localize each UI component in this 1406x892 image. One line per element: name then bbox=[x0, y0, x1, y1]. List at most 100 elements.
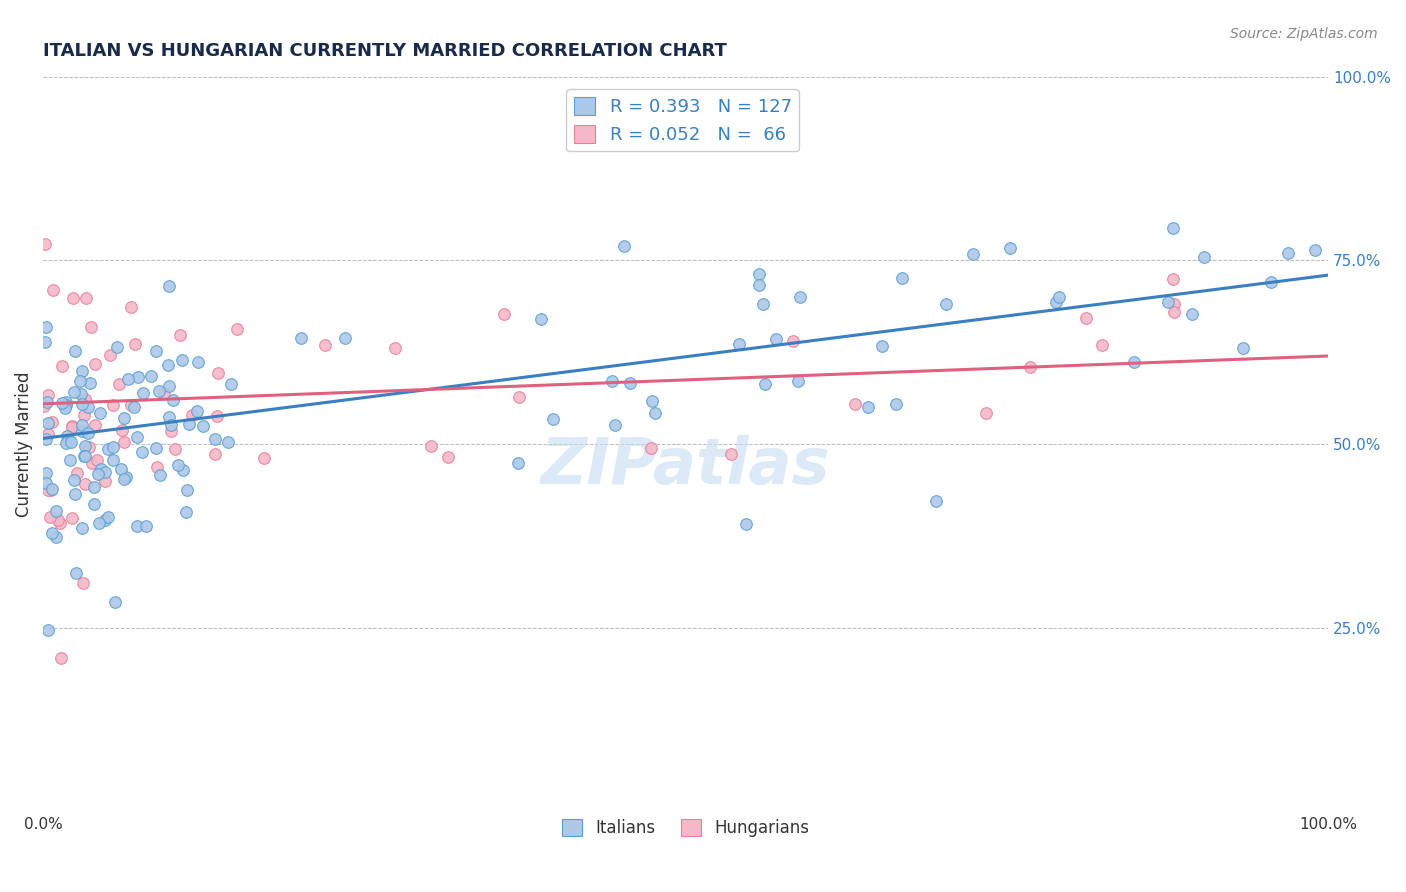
Point bbox=[35, 432, 58, 446]
Point bbox=[73, 409, 96, 423]
Point bbox=[56, 429, 79, 443]
Point bbox=[65, 566, 87, 580]
Legend: Italians, Hungarians: Italians, Hungarians bbox=[555, 813, 815, 844]
Point bbox=[157, 279, 180, 293]
Point bbox=[204, 432, 226, 446]
Point bbox=[226, 322, 249, 336]
Point bbox=[1192, 250, 1215, 264]
Point bbox=[162, 393, 184, 408]
Point bbox=[112, 411, 135, 425]
Point bbox=[181, 408, 204, 422]
Point bbox=[290, 331, 312, 345]
Point bbox=[41, 482, 63, 496]
Point bbox=[70, 387, 93, 401]
Point bbox=[1232, 341, 1254, 355]
Point bbox=[101, 441, 124, 455]
Point bbox=[157, 410, 180, 425]
Point bbox=[641, 394, 664, 409]
Point bbox=[494, 308, 516, 322]
Point bbox=[436, 450, 458, 464]
Point bbox=[72, 575, 94, 590]
Point bbox=[111, 423, 134, 437]
Point bbox=[187, 354, 209, 368]
Point bbox=[101, 398, 124, 412]
Point bbox=[149, 468, 172, 483]
Point bbox=[384, 341, 406, 355]
Point bbox=[727, 337, 749, 351]
Point bbox=[94, 475, 117, 489]
Point bbox=[891, 271, 914, 285]
Point bbox=[752, 297, 775, 311]
Point bbox=[177, 417, 200, 431]
Point bbox=[55, 436, 77, 450]
Point bbox=[60, 419, 83, 434]
Point bbox=[35, 319, 58, 334]
Point bbox=[122, 401, 145, 415]
Text: ITALIAN VS HUNGARIAN CURRENTLY MARRIED CORRELATION CHART: ITALIAN VS HUNGARIAN CURRENTLY MARRIED C… bbox=[44, 42, 727, 60]
Point bbox=[1074, 311, 1097, 326]
Point bbox=[530, 311, 553, 326]
Point bbox=[139, 368, 162, 383]
Point bbox=[60, 511, 83, 525]
Point bbox=[62, 291, 84, 305]
Point bbox=[1091, 337, 1114, 351]
Point bbox=[104, 595, 127, 609]
Y-axis label: Currently Married: Currently Married bbox=[15, 371, 32, 517]
Point bbox=[34, 236, 56, 251]
Point bbox=[935, 297, 957, 311]
Point bbox=[924, 494, 946, 508]
Point bbox=[59, 453, 82, 467]
Point bbox=[90, 462, 112, 476]
Point bbox=[75, 438, 97, 452]
Point bbox=[41, 415, 63, 429]
Point bbox=[70, 424, 93, 438]
Point bbox=[63, 486, 86, 500]
Point bbox=[844, 397, 866, 411]
Point bbox=[83, 497, 105, 511]
Point bbox=[1303, 244, 1326, 258]
Point bbox=[83, 480, 105, 494]
Point bbox=[735, 516, 758, 531]
Point bbox=[169, 327, 191, 342]
Point bbox=[856, 401, 879, 415]
Point bbox=[884, 397, 907, 411]
Point bbox=[108, 376, 131, 391]
Point bbox=[51, 359, 73, 373]
Point bbox=[87, 467, 110, 481]
Point bbox=[49, 516, 72, 530]
Point bbox=[962, 247, 984, 261]
Point bbox=[84, 357, 107, 371]
Point bbox=[145, 441, 167, 455]
Point bbox=[110, 462, 132, 476]
Point bbox=[1181, 307, 1204, 321]
Point bbox=[112, 434, 135, 449]
Point bbox=[55, 394, 77, 409]
Point bbox=[94, 513, 117, 527]
Point bbox=[120, 398, 142, 412]
Point bbox=[45, 504, 67, 518]
Point bbox=[754, 377, 776, 392]
Point bbox=[55, 398, 77, 412]
Point bbox=[170, 353, 193, 368]
Point bbox=[1161, 220, 1184, 235]
Point bbox=[97, 442, 120, 457]
Point bbox=[174, 505, 197, 519]
Point bbox=[207, 366, 229, 380]
Point bbox=[419, 439, 441, 453]
Point bbox=[66, 466, 89, 480]
Point bbox=[1260, 275, 1282, 289]
Point bbox=[69, 374, 91, 388]
Point bbox=[75, 291, 97, 305]
Point bbox=[153, 386, 176, 401]
Point bbox=[640, 441, 662, 455]
Point bbox=[217, 434, 239, 449]
Point bbox=[73, 449, 96, 463]
Point bbox=[132, 386, 155, 401]
Point bbox=[63, 343, 86, 358]
Point bbox=[600, 374, 623, 388]
Point bbox=[39, 483, 62, 498]
Point bbox=[73, 392, 96, 406]
Point bbox=[720, 448, 742, 462]
Point bbox=[105, 340, 128, 354]
Point bbox=[1123, 354, 1146, 368]
